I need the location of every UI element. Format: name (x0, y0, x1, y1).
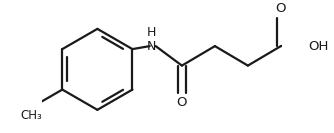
Text: O: O (177, 96, 187, 109)
Text: N: N (147, 40, 157, 53)
Text: CH₃: CH₃ (20, 109, 42, 122)
Text: OH: OH (309, 40, 329, 53)
Text: O: O (276, 2, 286, 15)
Text: H: H (147, 26, 157, 39)
